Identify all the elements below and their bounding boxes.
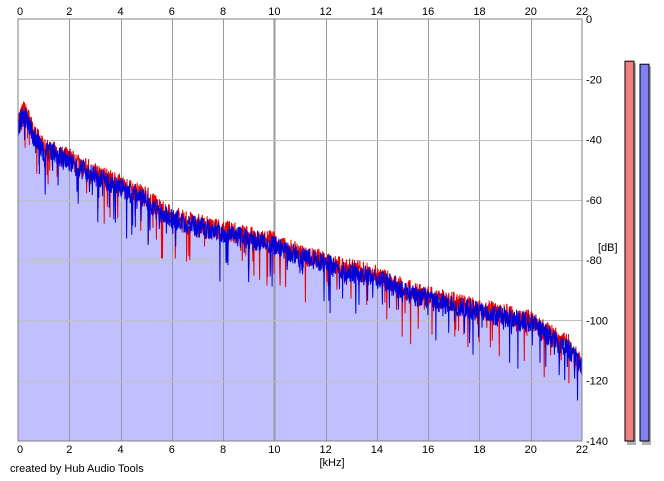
x-tick-label-top: 16 [422,6,434,18]
x-tick-label-bottom: 14 [371,444,383,456]
y-tick-label: -60 [586,195,602,207]
y-tick-label: -40 [586,135,602,147]
level-meter-left [624,60,635,442]
x-tick-label-bottom: 4 [117,444,123,456]
x-tick-label-bottom: 2 [66,444,72,456]
x-tick-label-top: 8 [220,6,226,18]
level-meter-right [639,63,650,442]
y-tick-label: -20 [586,74,602,86]
plot-frame [17,18,583,442]
y-tick-label: -80 [586,255,602,267]
x-tick-label-top: 22 [576,6,588,18]
level-meters [624,60,651,445]
credit-text: created by Hub Audio Tools [10,463,144,475]
x-tick-label-top: 4 [117,6,123,18]
x-tick-label-bottom: 22 [576,444,588,456]
x-ticks-top: 0 2 4 6 8 10 12 14 16 18 20 22 [17,6,588,18]
x-tick-label-bottom: 10 [268,444,280,456]
x-tick-label-bottom: 8 [220,444,226,456]
y-ticks: 0 -20 -40 -60 -80 -100 -120 -140 [586,14,608,448]
y-tick-label: 0 [586,14,592,26]
x-axis-label: [kHz] [319,457,344,469]
y-tick-label: -120 [586,376,608,388]
y-tick-label: -100 [586,315,608,327]
x-tick-label-top: 10 [268,6,280,18]
x-tick-label-top: 20 [525,6,537,18]
x-tick-label-top: 2 [66,6,72,18]
x-tick-label-top: 6 [169,6,175,18]
x-tick-label-bottom: 20 [525,444,537,456]
x-tick-label-bottom: 12 [320,444,332,456]
y-axis-label: [dB] [598,242,618,254]
x-tick-label-bottom: 16 [422,444,434,456]
x-tick-label-top: 18 [473,6,485,18]
y-tick-label: -140 [586,436,608,448]
x-tick-label-bottom: 6 [169,444,175,456]
series-line-right [17,107,583,401]
series-lines [17,101,583,401]
x-tick-label-bottom: 0 [17,444,23,456]
x-tick-label-top: 0 [17,6,23,18]
x-tick-label-top: 14 [371,6,383,18]
x-tick-label-top: 12 [320,6,332,18]
x-tick-label-bottom: 18 [473,444,485,456]
x-ticks-bottom: 0 2 4 6 8 10 12 14 16 18 20 22 [17,444,588,456]
